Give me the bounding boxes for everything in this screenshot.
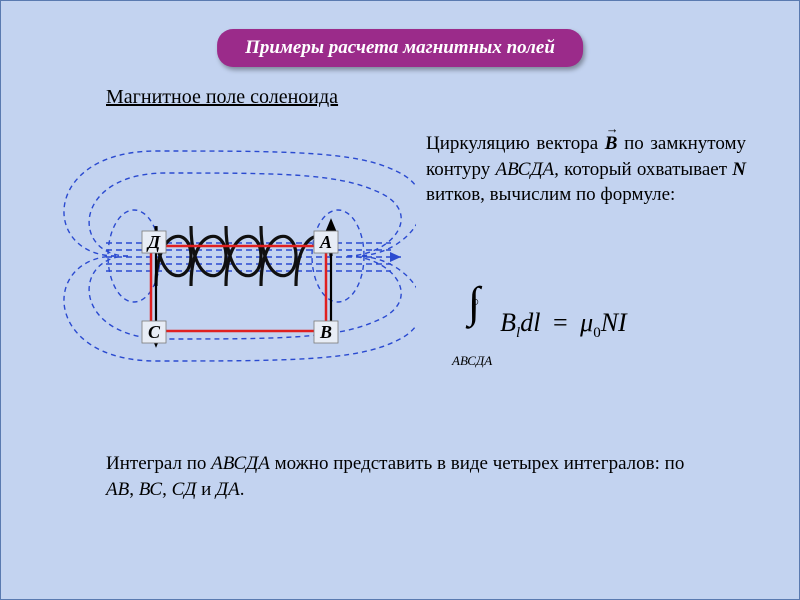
b-s2: ВС <box>139 479 162 500</box>
b-pre: Интеграл по <box>106 453 211 474</box>
label-b: В <box>319 322 332 342</box>
paragraph-decomposition: Интеграл по АВСДА можно представить в ви… <box>106 451 706 502</box>
label-d: Д <box>146 232 161 252</box>
f-mu: μ <box>580 308 593 337</box>
subtitle: Магнитное поле соленоида <box>106 86 338 109</box>
page-title-pill: Примеры расчета магнитных полей <box>217 29 583 67</box>
p-tail: витков, вычислим по формуле: <box>426 184 675 205</box>
label-c: С <box>148 322 161 342</box>
label-a: А <box>319 232 332 252</box>
b-c1: , <box>129 479 139 500</box>
b-s1: АВ <box>106 479 129 500</box>
formula-amperes-law: ∫ АВСДА Bldl = μ0NI <box>456 281 736 369</box>
b-mid: можно представить в виде четырех интегра… <box>270 453 684 474</box>
integral-sign: ∫ <box>468 281 480 325</box>
b-contour: АВСДА <box>211 453 270 474</box>
paragraph-circulation: Циркуляцию вектора B по замкнутому конту… <box>426 131 746 208</box>
p-n: N <box>732 159 746 180</box>
solenoid-diagram: Д А С В <box>56 131 416 391</box>
b-s4: ДА <box>216 479 240 500</box>
p-pre: Циркуляцию вектора <box>426 133 605 154</box>
f-mu0: 0 <box>593 325 601 341</box>
f-B: B <box>500 308 516 337</box>
b-and: и <box>196 479 216 500</box>
f-NI: NI <box>601 308 627 337</box>
vector-b: B <box>605 131 618 157</box>
f-dl: dl <box>520 308 540 337</box>
b-c2: , <box>162 479 172 500</box>
p-contour: АВСДА, <box>495 159 558 180</box>
f-eq: = <box>547 308 574 337</box>
b-dot: . <box>240 479 245 500</box>
integral-path: АВСДА <box>452 353 492 369</box>
p-which: который охватывает <box>559 159 732 180</box>
b-s3: СД <box>172 479 197 500</box>
